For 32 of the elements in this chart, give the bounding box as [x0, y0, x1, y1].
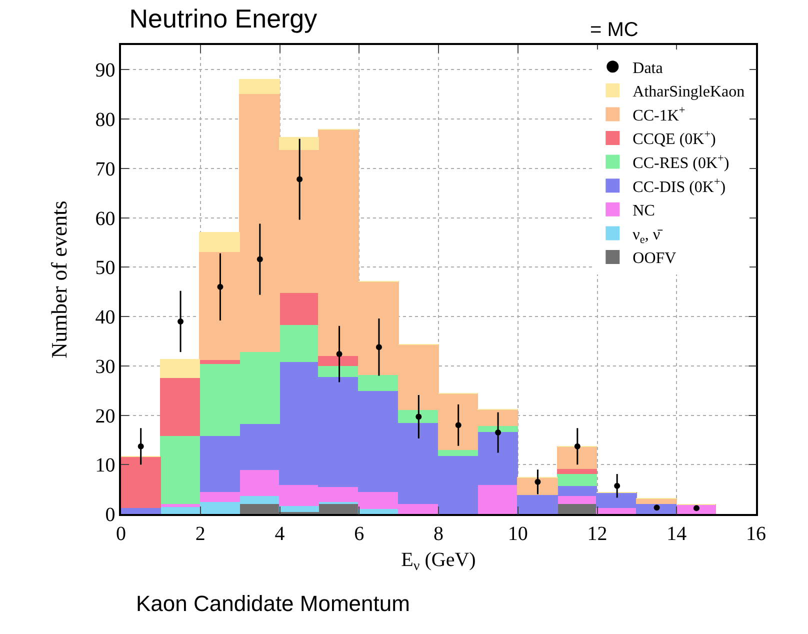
- legend-label: ν$_{e}$, ν̄: [632, 226, 664, 246]
- y-tick-label: 90: [95, 60, 116, 82]
- text: = MC: [590, 19, 638, 41]
- y-axis-title: Number of events: [46, 200, 72, 358]
- legend-label: NC: [632, 202, 655, 220]
- y-tick-label: 10: [95, 454, 116, 477]
- legend-label: AtharSingleKaon: [632, 84, 745, 101]
- y-tick-label: 40: [95, 306, 116, 329]
- x-tick-label: 6: [354, 522, 364, 545]
- x-axis-title: E$_{ν}$ (GeV): [401, 548, 476, 574]
- y-tick-label: 50: [95, 257, 116, 280]
- chart-title: Neutrino Energy: [129, 4, 318, 34]
- x-tick-label: 14: [666, 522, 687, 545]
- legend-label: OOFV: [632, 250, 677, 268]
- y-tick-label: 30: [95, 356, 116, 378]
- y-tick-label: 80: [95, 109, 116, 132]
- x-tick-label: 2: [195, 522, 206, 545]
- x-tick-label: 10: [508, 522, 528, 545]
- x-tick-label: 8: [434, 522, 444, 545]
- y-tick-label: 20: [95, 405, 116, 428]
- x-tick-label: 12: [587, 522, 608, 545]
- legend-label: CC-1K$^{+}$: [632, 104, 686, 124]
- legend-label: CC-RES (0K$^{+}$): [632, 152, 730, 172]
- x-tick-label: 16: [746, 522, 766, 545]
- y-tick-label: 60: [95, 208, 116, 230]
- legend-label: CCQE (0K$^{+}$): [632, 128, 716, 148]
- legend-label: Data: [632, 60, 663, 77]
- x-tick-label: 4: [274, 522, 285, 545]
- text: Kaon Candidate Momentum: [136, 591, 410, 616]
- y-tick-label: 0: [105, 504, 116, 526]
- y-tick-label: 70: [95, 158, 116, 180]
- legend-label: CC-DIS (0K$^{+}$): [632, 176, 726, 196]
